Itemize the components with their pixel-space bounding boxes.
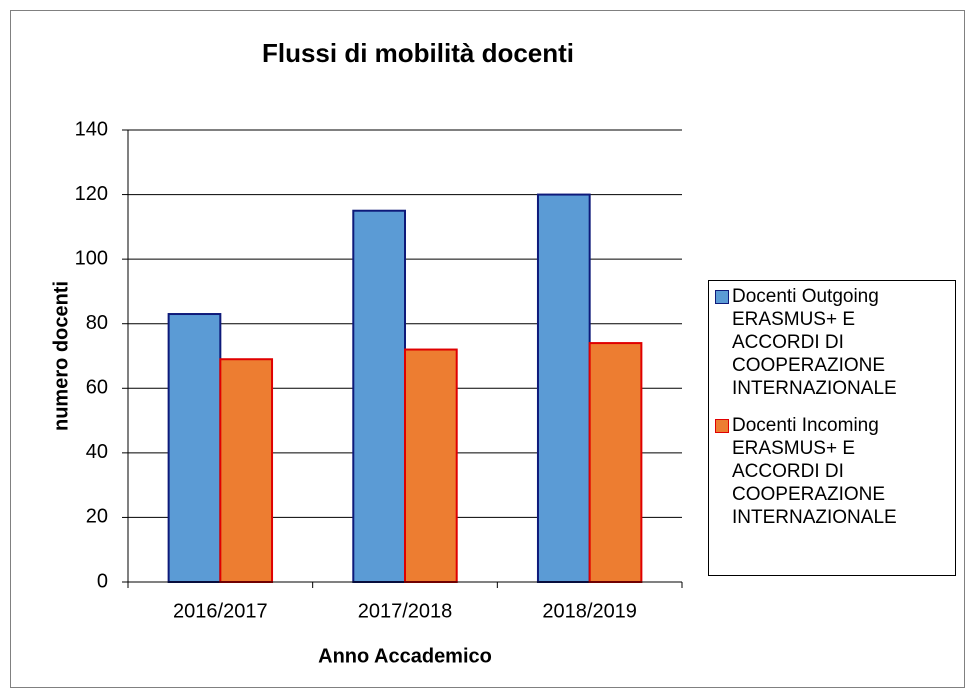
- x-tick-label: 2018/2019: [542, 600, 637, 622]
- legend-swatch: [715, 290, 729, 304]
- y-axis-label: numero docenti: [50, 281, 72, 431]
- legend-item: Docenti Outgoing ERASMUS+ E ACCORDI DI C…: [715, 285, 951, 400]
- bar: [404, 348, 458, 583]
- legend-item: Docenti Incoming ERASMUS+ E ACCORDI DI C…: [715, 414, 951, 529]
- y-tick-label: 60: [86, 377, 108, 399]
- y-tick-label: 140: [75, 118, 108, 140]
- legend-label: Docenti Incoming ERASMUS+ E ACCORDI DI C…: [732, 415, 897, 528]
- x-tick-label: 2016/2017: [173, 600, 268, 622]
- y-tick-label: 100: [75, 247, 108, 269]
- bar: [352, 209, 406, 583]
- chart-border: [10, 10, 965, 688]
- legend-label: Docenti Outgoing ERASMUS+ E ACCORDI DI C…: [732, 286, 897, 399]
- bar: [219, 358, 274, 583]
- bar: [588, 342, 643, 584]
- chart-title: Flussi di mobilità docenti: [262, 38, 574, 68]
- y-tick-label: 120: [75, 183, 108, 205]
- x-tick-label: 2017/2018: [358, 600, 453, 622]
- legend-swatch: [715, 419, 729, 433]
- y-tick-label: 80: [86, 312, 108, 334]
- y-tick-label: 0: [97, 570, 108, 592]
- legend: Docenti Outgoing ERASMUS+ E ACCORDI DI C…: [708, 280, 956, 576]
- x-axis-label: Anno Accademico: [318, 645, 492, 667]
- bar: [167, 313, 222, 583]
- bar: [536, 193, 591, 583]
- y-tick-label: 40: [86, 441, 108, 463]
- y-tick-label: 20: [86, 506, 108, 528]
